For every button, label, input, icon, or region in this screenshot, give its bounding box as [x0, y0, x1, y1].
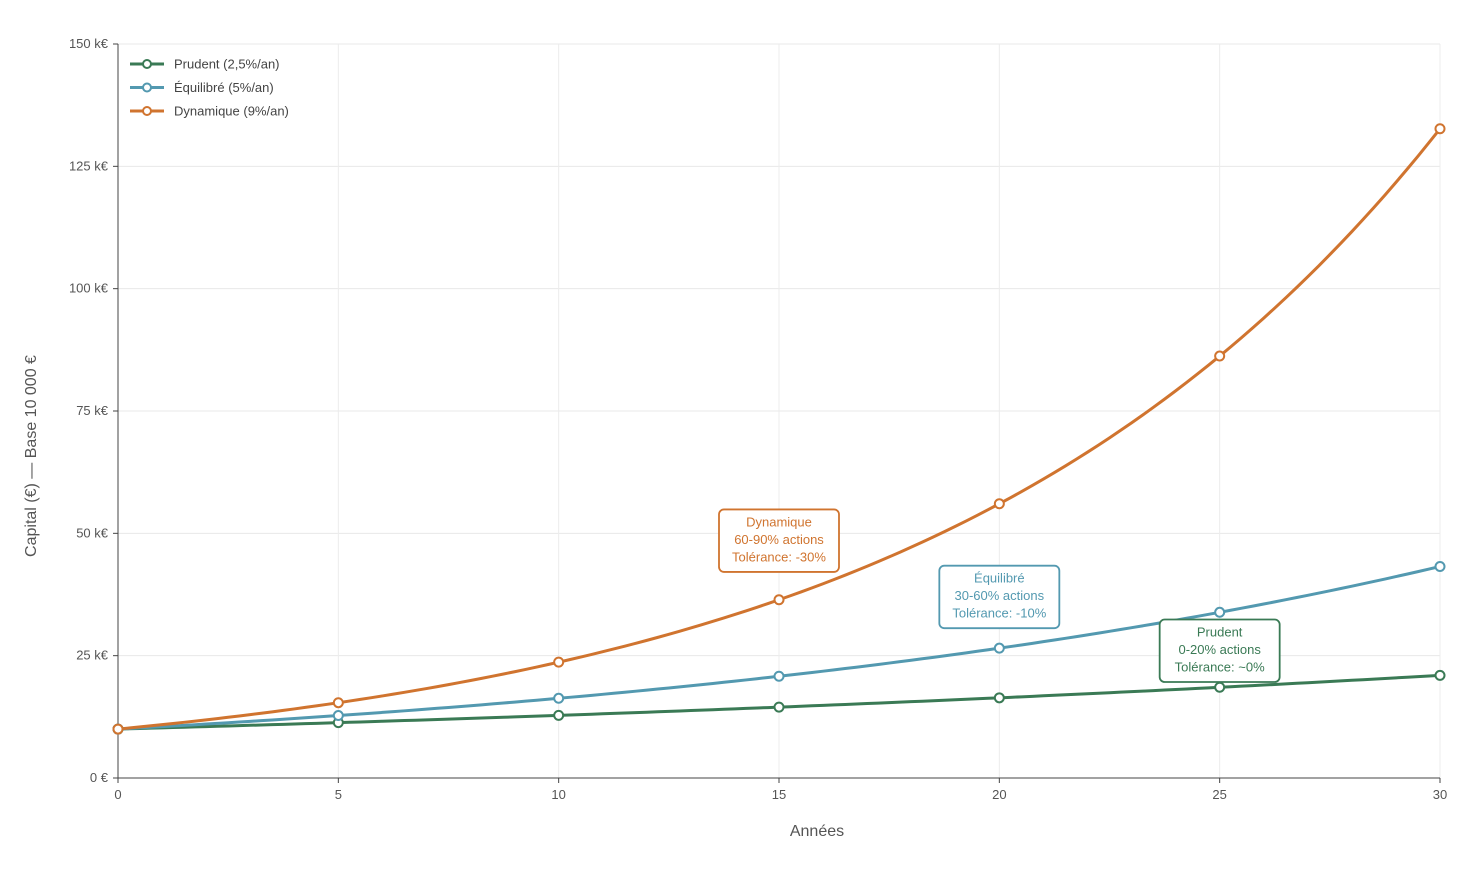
- data-point: [332, 710, 344, 722]
- annotation-box-1: Équilibré 30-60% actions Tolérance: -10%: [938, 564, 1061, 630]
- data-point: [1434, 561, 1446, 573]
- x-axis-title: Années: [790, 823, 844, 840]
- y-tick-label: 125 k€: [69, 158, 109, 173]
- x-tick-label: 20: [992, 787, 1006, 802]
- annotation-frame: [718, 508, 840, 573]
- x-tick-label: 5: [335, 787, 342, 802]
- y-tick-label: 25 k€: [76, 648, 109, 663]
- grid: [118, 43, 1441, 778]
- legend-label: Dynamique (9%/an): [174, 104, 289, 119]
- legend-marker: [142, 106, 152, 116]
- legend-entry-2: Dynamique (9%/an): [130, 104, 289, 119]
- annotation-line: Tolérance: ~0%: [1175, 660, 1265, 675]
- annotation-line: 0-20% actions: [1178, 642, 1261, 657]
- data-point: [993, 692, 1005, 704]
- data-point: [1214, 606, 1226, 618]
- legend-marker: [142, 59, 152, 69]
- annotation-frame: [938, 564, 1061, 630]
- data-point: [773, 670, 785, 682]
- annotations: Prudent 0-20% actions Tolérance: ~0% Équili…: [718, 508, 1281, 683]
- annotation-line: Tolérance: -10%: [952, 606, 1046, 621]
- legend: Prudent (2,5%/an) Équilibré (5%/an) Dynami…: [130, 57, 289, 119]
- data-point: [112, 723, 124, 735]
- legend-label: Équilibré (5%/an): [174, 80, 274, 95]
- x-tick-label: 0: [114, 787, 121, 802]
- data-point: [1214, 350, 1226, 362]
- axes: 0 € 25 k€ 50 k€ 75 k€ 100 k€ 125 k€ 150 k€ 0 5 10…: [69, 36, 1447, 802]
- y-tick-label: 75 k€: [76, 403, 109, 418]
- annotation-line: Dynamique: [746, 514, 812, 529]
- legend-entry-0: Prudent (2,5%/an): [130, 57, 280, 72]
- data-point: [1214, 681, 1226, 693]
- data-point: [332, 697, 344, 709]
- annotation-line: Prudent: [1197, 625, 1243, 640]
- data-point: [1434, 669, 1446, 681]
- y-axis-title: Capital (€) — Base 10 000 €: [23, 355, 40, 557]
- data-point: [1434, 123, 1446, 135]
- annotation-line: Équilibré: [974, 571, 1025, 586]
- annotation-box-2: Dynamique 60-90% actions Tolérance: -30%: [718, 508, 840, 573]
- data-point: [553, 709, 565, 721]
- annotation-box-0: Prudent 0-20% actions Tolérance: ~0%: [1158, 618, 1281, 683]
- legend-entry-1: Équilibré (5%/an): [130, 80, 274, 95]
- x-tick-label: 15: [772, 787, 786, 802]
- legend-label: Prudent (2,5%/an): [174, 57, 280, 72]
- x-tick-label: 25: [1212, 787, 1226, 802]
- data-point: [553, 656, 565, 668]
- annotation-line: Tolérance: -30%: [732, 549, 826, 564]
- x-tick-label: 30: [1433, 787, 1447, 802]
- data-point: [773, 594, 785, 606]
- annotation-line: 60-90% actions: [734, 532, 824, 547]
- data-point: [993, 498, 1005, 510]
- y-tick-label: 0 €: [90, 770, 109, 785]
- y-tick-label: 150 k€: [69, 36, 109, 51]
- annotation-frame: [1158, 618, 1281, 683]
- y-tick-label: 100 k€: [69, 281, 109, 296]
- y-tick-label: 50 k€: [76, 525, 109, 540]
- data-point: [773, 701, 785, 713]
- data-point: [553, 692, 565, 704]
- legend-marker: [142, 82, 152, 93]
- data-point: [993, 642, 1005, 654]
- series-markers: [112, 123, 1446, 735]
- x-tick-label: 10: [551, 787, 565, 802]
- annotation-line: 30-60% actions: [955, 588, 1045, 603]
